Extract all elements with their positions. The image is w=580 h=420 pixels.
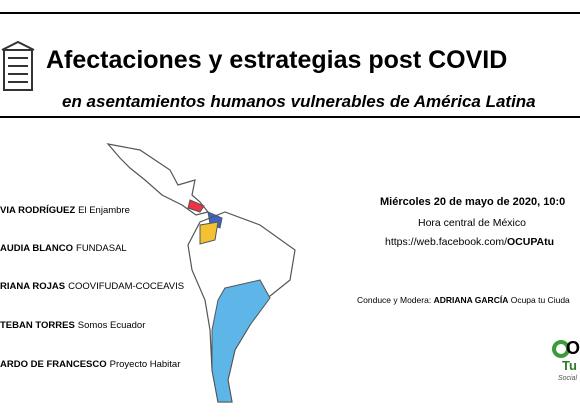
moderator-name: ADRIANA GARCÍA (433, 295, 509, 305)
logo-mark (552, 340, 570, 358)
url-bold[interactable]: OCUPAtu (506, 236, 555, 248)
moderator-org: Ocupa tu Ciuda (510, 295, 570, 305)
logo-building (1, 40, 35, 91)
speaker: TEBAN TORRES Somos Ecuador (0, 320, 145, 331)
event-date: Miércoles 20 de mayo de 2020, 10:0 (380, 196, 566, 208)
speaker-name: AUDIA BLANCO (0, 243, 74, 254)
speaker-org: FUNDASAL (76, 243, 127, 254)
event-url[interactable]: https://web.facebook.com/OCUPAtu (385, 236, 554, 248)
event-timezone: Hora central de México (418, 217, 526, 229)
speaker-name: RIANA ROJAS (0, 281, 66, 292)
logo-text: Tu C (562, 358, 580, 373)
url-prefix[interactable]: https://web.facebook.com/ (385, 236, 507, 248)
moderator-label: Conduce y Modera: (357, 295, 432, 305)
speaker-name: VIA RODRÍGUEZ (0, 205, 76, 216)
speaker-name: ARDO DE FRANCESCO (0, 359, 107, 370)
logo-text: Social (558, 375, 578, 382)
speaker-org: El Enjambre (78, 205, 130, 216)
speaker-org: Proyecto Habitar (109, 359, 181, 370)
speaker-name: TEBAN TORRES (0, 320, 75, 331)
banner (0, 12, 580, 118)
map (106, 143, 296, 403)
speaker: RIANA ROJAS COOVIFUDAM-COCEAVIS (0, 281, 184, 292)
speaker: AUDIA BLANCO FUNDASAL (0, 243, 127, 254)
logo-text: OC (566, 338, 580, 358)
speaker: VIA RODRÍGUEZ El Enjambre (0, 205, 130, 216)
speaker-org: COOVIFUDAM-COCEAVIS (68, 281, 185, 292)
speaker: ARDO DE FRANCESCO Proyecto Habitar (0, 359, 180, 370)
subtitle: en asentamientos humanos vulnerables de … (62, 92, 536, 111)
title: Afectaciones y estrategias post COVID (46, 46, 508, 74)
speaker-org: Somos Ecuador (77, 320, 146, 331)
moderator: Conduce y Modera: ADRIANA GARCÍA Ocupa t… (357, 295, 570, 305)
